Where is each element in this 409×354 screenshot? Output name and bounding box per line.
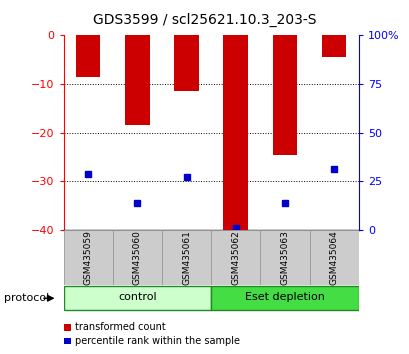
Bar [112,230,162,285]
Text: GSM435062: GSM435062 [231,230,240,285]
Text: transformed count: transformed count [74,322,165,332]
Text: protocol: protocol [4,293,49,303]
Bar [63,286,211,310]
Bar [223,35,247,230]
Bar [272,35,297,155]
Bar [125,35,149,125]
Text: percentile rank within the sample: percentile rank within the sample [74,336,239,346]
Bar [76,35,100,77]
Text: GSM435063: GSM435063 [280,230,289,285]
Bar [174,35,198,91]
Bar [162,230,211,285]
Text: GSM435060: GSM435060 [133,230,142,285]
Bar [211,230,260,285]
Text: Eset depletion: Eset depletion [245,292,324,302]
Text: GDS3599 / scl25621.10.3_203-S: GDS3599 / scl25621.10.3_203-S [93,12,316,27]
Text: GSM435061: GSM435061 [182,230,191,285]
Bar [260,230,309,285]
Text: GSM435059: GSM435059 [83,230,92,285]
Bar [63,230,112,285]
Bar [309,230,358,285]
Text: control: control [118,292,156,302]
Text: GSM435064: GSM435064 [329,230,338,285]
Bar [321,35,346,57]
Bar [211,286,358,310]
